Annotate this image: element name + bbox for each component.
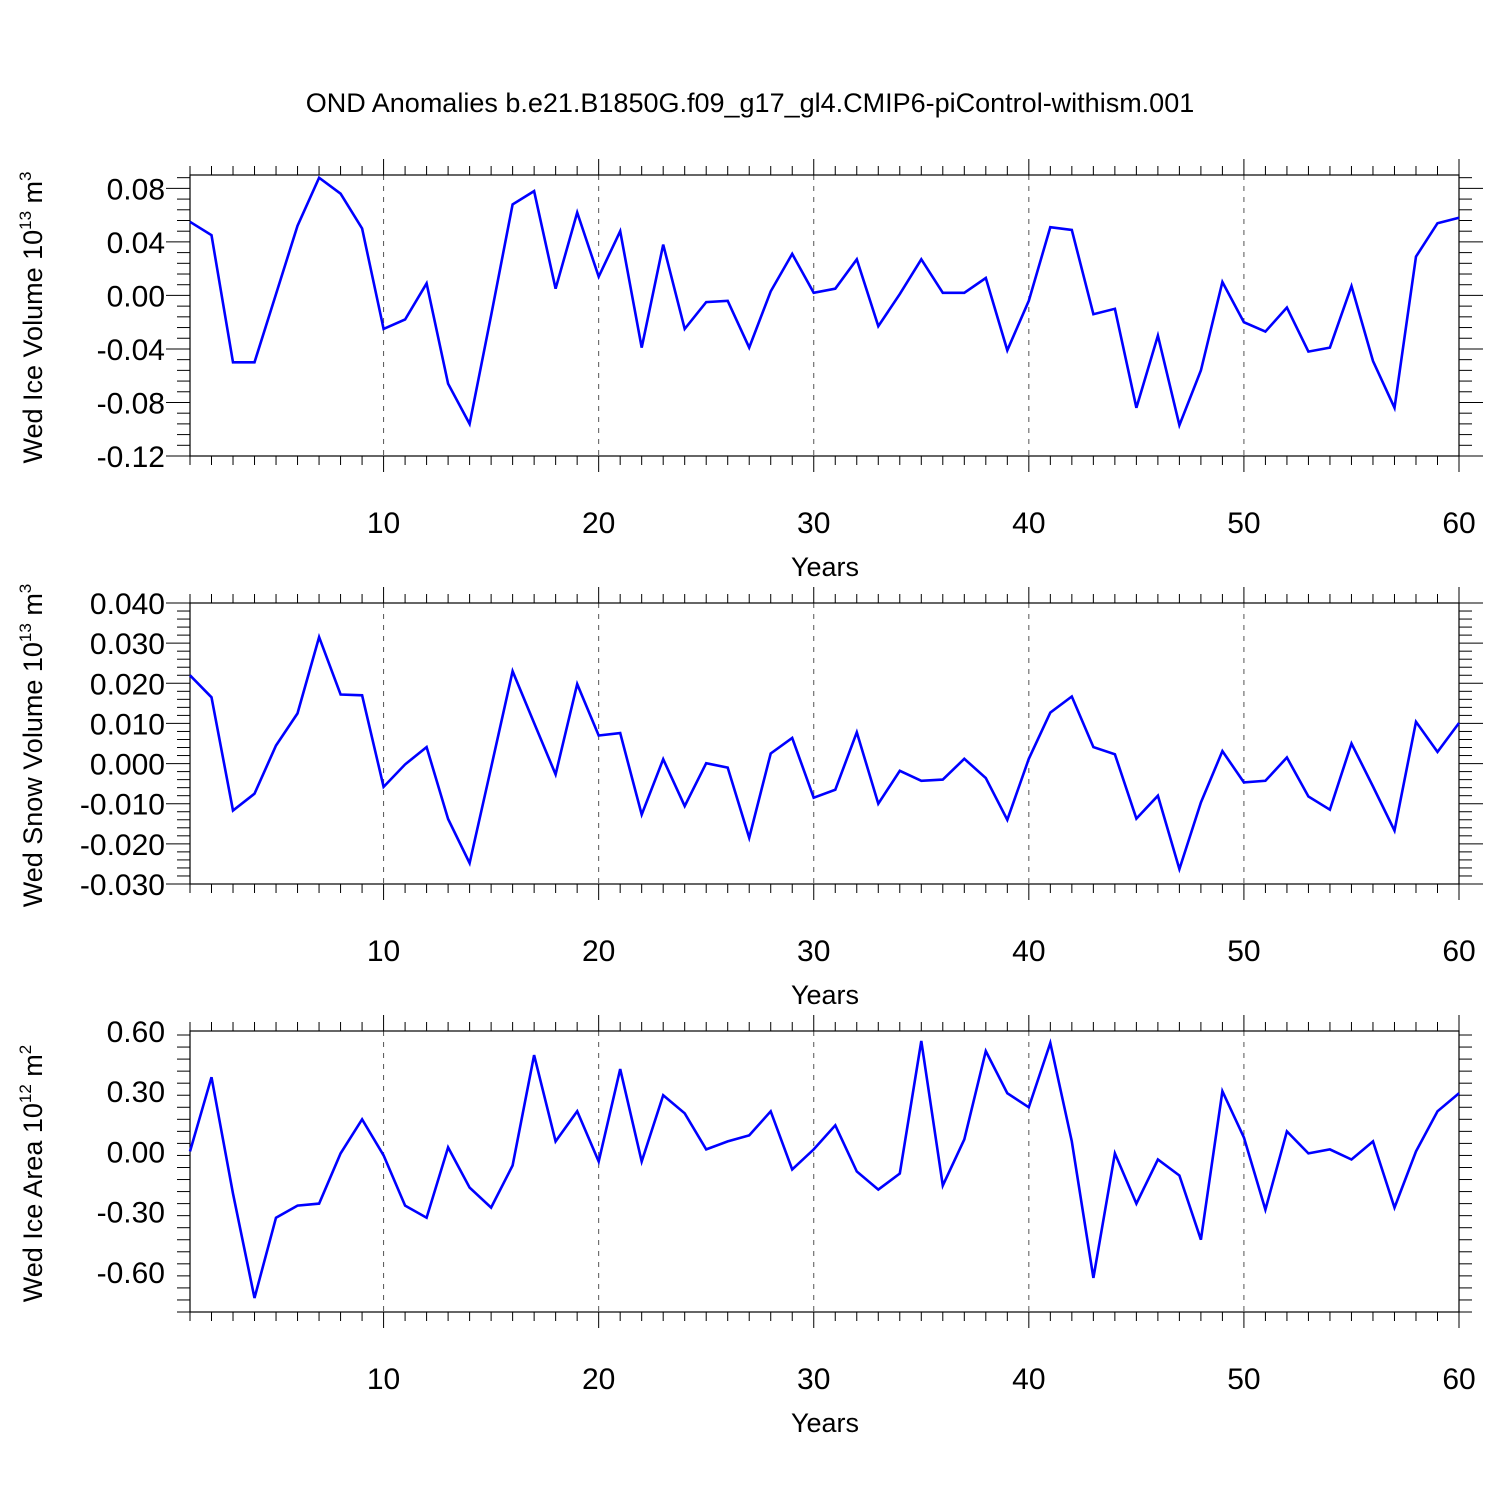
- x-tick-label: 30: [797, 1363, 830, 1396]
- panel-1: 10 20 30 40 50 60 Years -0.12 -0.08 -0.04 0.00 0.04…: [16, 159, 1483, 582]
- x-tick-label: 60: [1442, 1363, 1475, 1396]
- y-tick-label: -0.60: [97, 1257, 165, 1290]
- y-axis-label: Wed Snow Volume 1013 m3: [16, 584, 48, 908]
- y-tick-label: -0.08: [97, 387, 165, 420]
- y-tick-label: 0.020: [90, 668, 165, 701]
- y-tick-label: -0.010: [80, 789, 165, 822]
- y-tick-label: 0.00: [107, 280, 165, 313]
- y-tick-label: 0.030: [90, 628, 165, 661]
- y-tick-label: -0.04: [97, 334, 165, 367]
- x-tick-label: 60: [1442, 507, 1475, 540]
- x-tick-label: 30: [797, 935, 830, 968]
- x-tick-label: 20: [582, 935, 615, 968]
- x-tick-label: 60: [1442, 935, 1475, 968]
- plot-frame: [189, 602, 1460, 885]
- series-line-1: [189, 632, 1461, 874]
- x-tick-label: 30: [797, 507, 830, 540]
- x-tick-label: 10: [367, 507, 400, 540]
- x-tick-label: 10: [367, 1363, 400, 1396]
- y-tick-label: 0.010: [90, 708, 165, 741]
- y-tick-label: 0.00: [107, 1136, 165, 1169]
- panel-2: 10 20 30 40 50 60 Years -0.030 -0.020 -0.010 0.000…: [16, 584, 1483, 1010]
- y-tick-label: -0.030: [80, 869, 165, 902]
- plot-frame: [189, 174, 1460, 457]
- y-tick-label: 0.000: [90, 749, 165, 782]
- y-axis-label: Wed Ice Volume 1013 m3: [16, 171, 48, 463]
- y-tick-label: -0.020: [80, 829, 165, 862]
- x-tick-label: 40: [1012, 1363, 1045, 1396]
- series-line-1: [189, 175, 1460, 430]
- x-tick-label: 40: [1012, 935, 1045, 968]
- panel-3: 10 20 30 40 50 60 Years -0.60 -0.30 0.00 0.30 0.60 W…: [16, 1015, 1476, 1438]
- x-axis-label: Years: [791, 1408, 859, 1438]
- x-tick-label: 20: [582, 507, 615, 540]
- series-line-1: [188, 1038, 1460, 1299]
- x-tick-label: 40: [1012, 507, 1045, 540]
- y-tick-label: 0.08: [107, 173, 165, 206]
- y-tick-label: 0.30: [107, 1076, 165, 1109]
- x-tick-label: 50: [1227, 507, 1260, 540]
- plot-frame: [189, 1030, 1460, 1313]
- x-tick-label: 10: [367, 935, 400, 968]
- y-tick-label: 0.040: [90, 588, 165, 621]
- y-tick-label: -0.30: [97, 1197, 165, 1230]
- panels: 10 20 30 40 50 60 Years -0.12 -0.08 -0.04 0.00 0.04…: [16, 159, 1483, 1438]
- x-tick-label: 20: [582, 1363, 615, 1396]
- x-axis-label: Years: [791, 552, 859, 582]
- y-tick-label: 0.60: [107, 1016, 165, 1049]
- y-tick-label: -0.12: [97, 441, 165, 474]
- x-tick-label: 50: [1227, 1363, 1260, 1396]
- y-axis-label: Wed Ice Area 1012 m2: [16, 1045, 48, 1303]
- x-tick-label: 50: [1227, 935, 1260, 968]
- chart-title: OND Anomalies b.e21.B1850G.f09_g17_gl4.C…: [306, 88, 1194, 118]
- x-axis-label: Years: [791, 980, 859, 1010]
- y-tick-label: 0.04: [107, 227, 165, 260]
